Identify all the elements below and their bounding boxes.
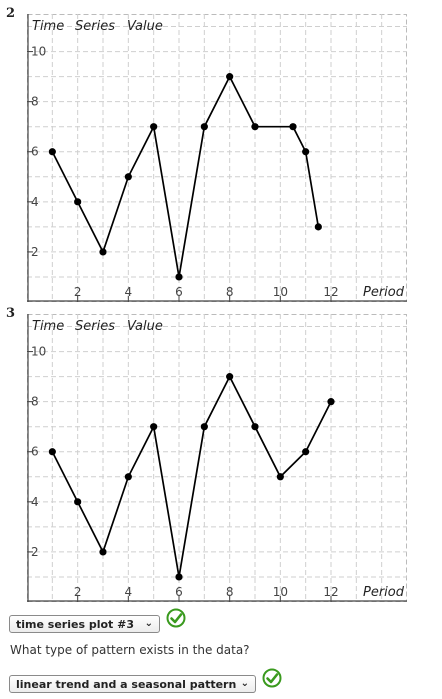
- time-series-chart-3: 2 4 6 8 10 2 4 6 8 10 12 Period Time Series Value: [27, 314, 407, 602]
- chevron-down-icon: ⌄: [240, 678, 249, 689]
- data-point: [251, 423, 259, 431]
- y-tick-label: 2: [31, 245, 39, 259]
- y-tick-label: 10: [31, 345, 46, 359]
- x-tick-label: 2: [74, 585, 82, 599]
- time-series-chart-2: 2 4 6 8 10 2 4 6 8 10 12 Period Time Series Value: [27, 14, 407, 302]
- chart-title-word: Time: [32, 19, 64, 34]
- y-tick-label: 2: [31, 545, 39, 559]
- x-tick-label: 10: [273, 585, 288, 599]
- pattern-select-dropdown[interactable]: linear trend and a seasonal pattern ⌄: [9, 675, 256, 693]
- data-point: [302, 148, 310, 156]
- data-point: [175, 273, 183, 281]
- data-point: [276, 473, 284, 481]
- data-point: [327, 398, 335, 406]
- data-point: [48, 148, 56, 156]
- data-point: [124, 473, 132, 481]
- chart-svg: 2 4 6 8 10 2 4 6 8 10 12 Period Time Series Value: [27, 14, 407, 302]
- data-point: [226, 73, 234, 81]
- series-line: [51, 374, 332, 578]
- plot-number: 2: [6, 6, 16, 21]
- chart-title-word: Series: [75, 19, 115, 34]
- x-tick-label: 12: [323, 585, 338, 599]
- x-tick-label: 4: [125, 585, 133, 599]
- plot-frame: [27, 14, 407, 302]
- x-tick-label: 8: [226, 285, 234, 299]
- x-axis-label: Period: [363, 585, 405, 600]
- checkmark-icon: [166, 608, 186, 628]
- y-tick-label: 4: [31, 195, 39, 209]
- data-point: [74, 498, 82, 506]
- x-tick-label: 12: [323, 285, 338, 299]
- chart-title-word: Value: [127, 19, 163, 34]
- y-tick-label: 6: [31, 145, 39, 159]
- pattern-select-value: linear trend and a seasonal pattern: [16, 678, 237, 691]
- plot-frame: [27, 314, 407, 602]
- y-tick-label: 8: [31, 95, 39, 109]
- data-point: [226, 373, 234, 381]
- data-point: [289, 123, 297, 131]
- data-point: [251, 123, 259, 131]
- x-tick-label: 6: [175, 285, 183, 299]
- chart-title-word: Value: [127, 319, 163, 334]
- x-tick-label: 8: [226, 585, 234, 599]
- x-tick-label: 10: [273, 285, 288, 299]
- chart-svg: 2 4 6 8 10 2 4 6 8 10 12 Period Time Series Value: [27, 314, 407, 602]
- x-tick-label: 4: [125, 285, 133, 299]
- data-point: [74, 198, 82, 206]
- plot-select-value: time series plot #3: [16, 618, 134, 631]
- y-tick-label: 10: [31, 45, 46, 59]
- y-tick-label: 8: [31, 395, 39, 409]
- data-point: [302, 448, 310, 456]
- data-point: [99, 548, 107, 556]
- y-tick-label: 4: [31, 495, 39, 509]
- y-tick-label: 6: [31, 445, 39, 459]
- x-tick-label: 6: [175, 585, 183, 599]
- x-tick-label: 2: [74, 285, 82, 299]
- data-point: [200, 123, 208, 131]
- data-point: [150, 123, 158, 131]
- data-point: [124, 173, 132, 181]
- data-point: [314, 223, 322, 231]
- series-line: [51, 74, 320, 278]
- data-point: [99, 248, 107, 256]
- chart-title-word: Series: [75, 319, 115, 334]
- data-point: [175, 573, 183, 581]
- x-axis-label: Period: [363, 285, 405, 300]
- data-point: [48, 448, 56, 456]
- plot-select-dropdown[interactable]: time series plot #3 ⌄: [9, 615, 160, 633]
- checkmark-icon: [262, 668, 282, 688]
- plot-number: 3: [6, 306, 16, 321]
- chevron-down-icon: ⌄: [144, 618, 153, 629]
- question-text: What type of pattern exists in the data?: [10, 643, 250, 657]
- data-point: [150, 423, 158, 431]
- data-point: [200, 423, 208, 431]
- chart-title-word: Time: [32, 319, 64, 334]
